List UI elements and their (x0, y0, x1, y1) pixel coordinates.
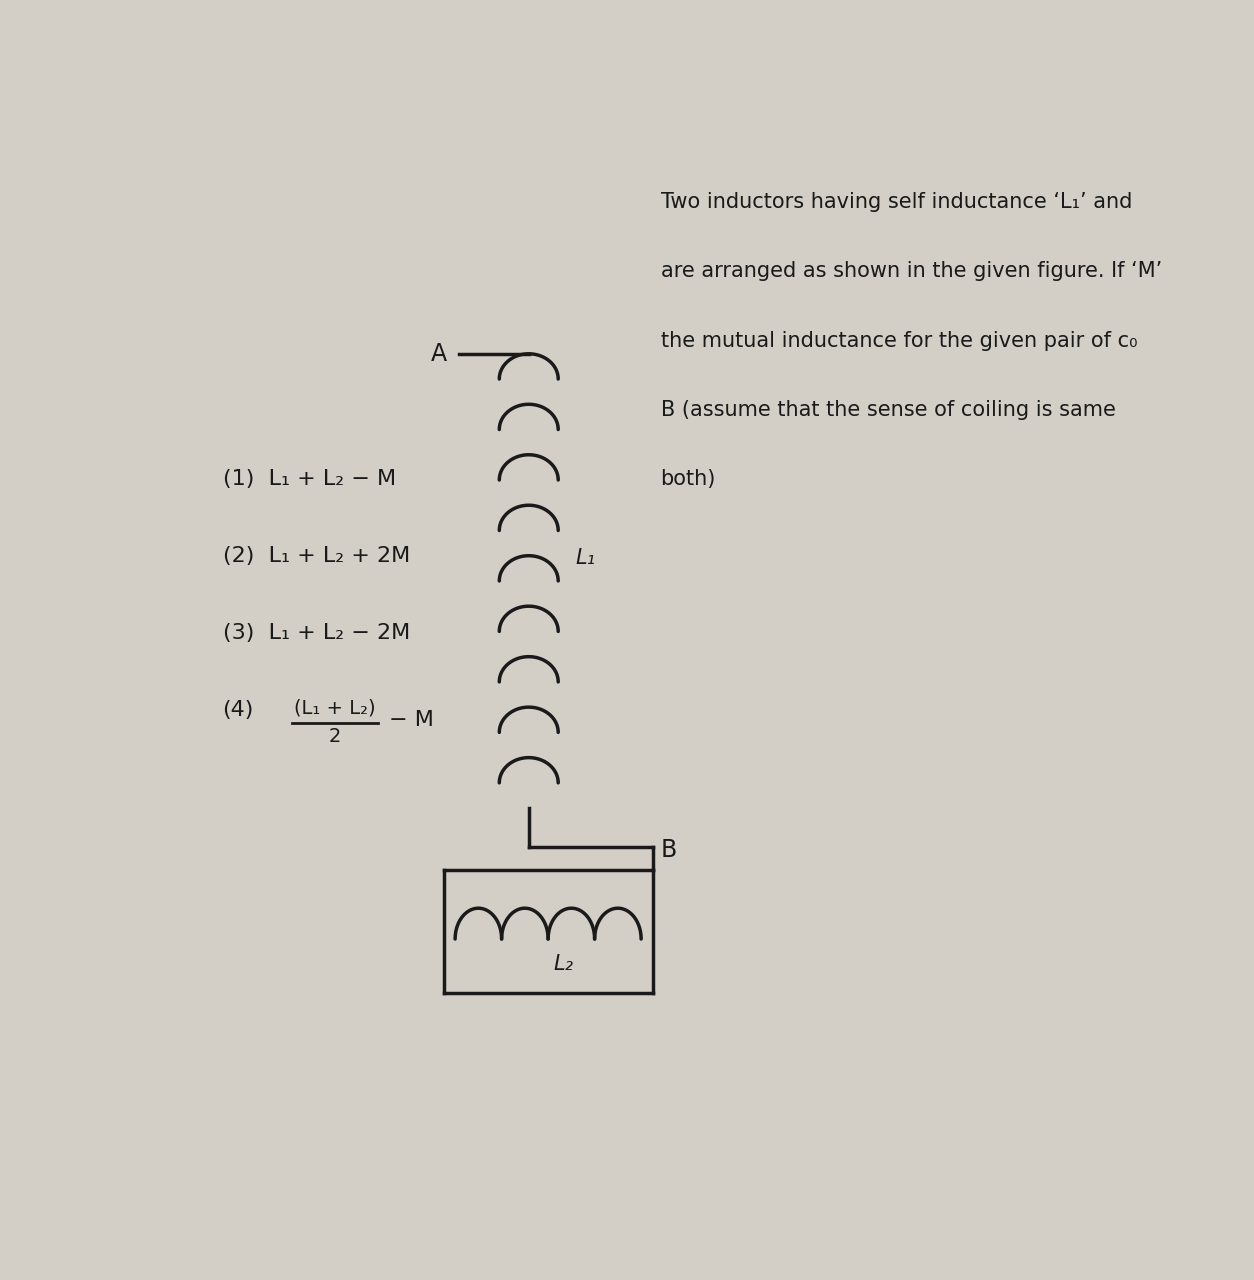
Text: A: A (431, 342, 448, 366)
Text: the mutual inductance for the given pair of c₀: the mutual inductance for the given pair… (661, 330, 1137, 351)
Text: (2)  L₁ + L₂ + 2M: (2) L₁ + L₂ + 2M (223, 547, 410, 566)
Text: B (assume that the sense of coiling is same: B (assume that the sense of coiling is s… (661, 399, 1115, 420)
Text: B: B (661, 838, 677, 861)
Text: (1)  L₁ + L₂ − M: (1) L₁ + L₂ − M (223, 470, 396, 489)
Text: − M: − M (389, 709, 434, 730)
Text: (4): (4) (223, 700, 255, 721)
Text: both): both) (661, 470, 716, 489)
Text: are arranged as shown in the given figure. If ‘M’: are arranged as shown in the given figur… (661, 261, 1161, 282)
Text: L₂: L₂ (553, 954, 573, 974)
Text: 2: 2 (329, 727, 341, 746)
Text: L₁: L₁ (576, 548, 596, 568)
Text: (L₁ + L₂): (L₁ + L₂) (295, 698, 376, 717)
Text: (3)  L₁ + L₂ − 2M: (3) L₁ + L₂ − 2M (223, 623, 410, 644)
Text: Two inductors having self inductance ‘L₁’ and: Two inductors having self inductance ‘L₁… (661, 192, 1132, 212)
